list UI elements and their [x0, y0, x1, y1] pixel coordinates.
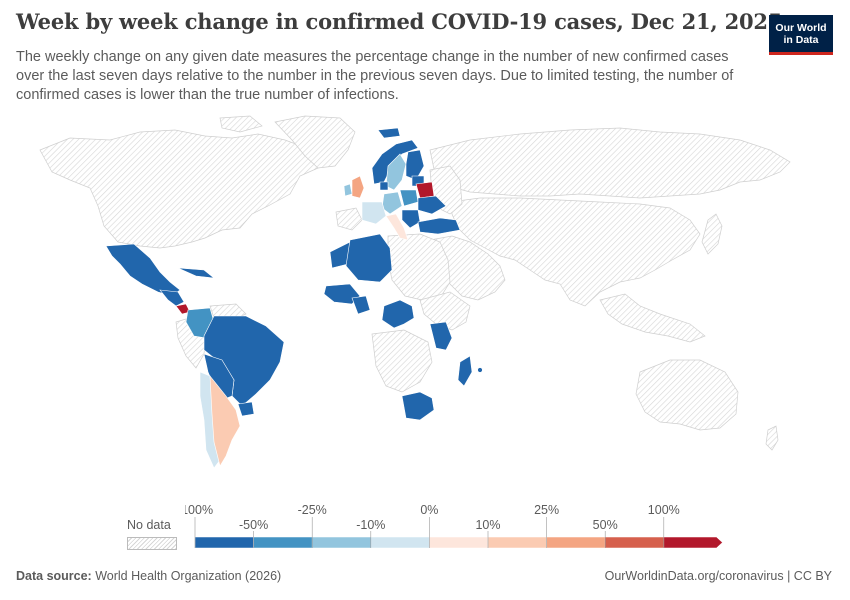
legend-bin[interactable] — [311, 536, 372, 549]
legend-tick-label-upper: -100% — [185, 503, 213, 517]
legend-tick-label-upper: 100% — [648, 503, 680, 517]
legend-tick-label-upper: -25% — [298, 503, 327, 517]
country-madagascar[interactable] — [457, 355, 473, 387]
country-mexico[interactable] — [105, 243, 181, 297]
legend-bin[interactable] — [370, 536, 430, 549]
country-central-africa[interactable] — [381, 299, 415, 329]
legend-tick-label-lower: 10% — [475, 518, 500, 532]
legend-bin[interactable] — [253, 536, 313, 549]
country-west-africa[interactable] — [323, 283, 361, 305]
country-denmark[interactable] — [379, 181, 389, 191]
legend-tick-label-upper: 0% — [420, 503, 438, 517]
logo-line-2: in Data — [783, 33, 819, 46]
country-mauritius[interactable] — [477, 367, 483, 373]
country-france[interactable] — [361, 201, 387, 225]
logo-line-1: Our World — [775, 21, 827, 34]
country-turkey[interactable] — [417, 217, 461, 235]
owid-logo[interactable]: Our World in Data — [769, 15, 833, 55]
country-balkans[interactable] — [401, 209, 421, 229]
country-central-america[interactable] — [159, 289, 185, 307]
color-legend: -100% -25% 0% 25% 100% -50% -10% 10% 50% — [185, 503, 723, 549]
country-nigeria[interactable] — [351, 295, 371, 315]
chart-title: Week by week change in confirmed COVID-1… — [16, 9, 783, 34]
country-germany[interactable] — [381, 191, 403, 215]
country-belarus[interactable] — [415, 181, 435, 199]
country-finland[interactable] — [405, 149, 425, 181]
legend-bin[interactable] — [663, 536, 723, 549]
source-label: Data source: — [16, 569, 92, 583]
legend-bin[interactable] — [604, 536, 665, 549]
footer-link[interactable]: OurWorldinData.org/coronavirus | CC BY — [604, 569, 832, 583]
country-uk[interactable] — [351, 175, 365, 199]
country-algeria[interactable] — [345, 233, 393, 283]
country-iceland[interactable] — [377, 127, 401, 139]
country-argentina[interactable] — [209, 375, 241, 467]
legend-no-data-swatch — [127, 537, 177, 550]
no-data-land — [39, 115, 791, 451]
country-south-africa[interactable] — [401, 391, 435, 421]
legend-bin[interactable] — [546, 536, 606, 549]
country-uruguay[interactable] — [237, 401, 255, 417]
chart-subtitle: The weekly change on any given date meas… — [16, 49, 734, 103]
legend-bin[interactable] — [429, 536, 489, 549]
legend-tick-label-upper: 25% — [534, 503, 559, 517]
legend-no-data-label: No data — [127, 518, 171, 532]
legend-tick-label-lower: -50% — [239, 518, 268, 532]
legend-bin[interactable] — [487, 536, 547, 549]
source-value[interactable]: World Health Organization (2026) — [95, 569, 282, 583]
country-poland[interactable] — [399, 189, 419, 207]
footer-source: Data source: World Health Organization (… — [16, 569, 281, 583]
country-ireland[interactable] — [343, 183, 353, 197]
world-map — [39, 115, 791, 469]
country-ukraine[interactable] — [417, 195, 447, 215]
legend-bin[interactable] — [194, 536, 254, 549]
country-cuba[interactable] — [177, 267, 215, 279]
legend-tick-label-lower: 50% — [593, 518, 618, 532]
country-italy[interactable] — [385, 213, 409, 241]
country-tanzania-malawi[interactable] — [429, 321, 453, 351]
legend-tick-label-lower: -10% — [356, 518, 385, 532]
